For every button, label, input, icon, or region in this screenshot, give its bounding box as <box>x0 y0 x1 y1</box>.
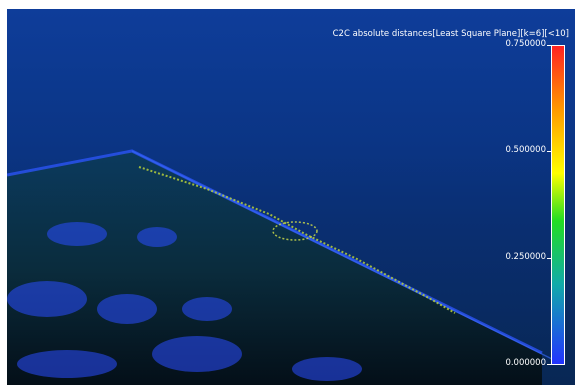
scale-tick-3 <box>547 364 551 365</box>
scale-tick-1 <box>547 151 551 152</box>
scale-tick-0 <box>547 45 551 46</box>
scale-label-0250: 0.250000 <box>505 252 546 262</box>
scalar-field-title: C2C absolute distances[Least Square Plan… <box>332 29 569 39</box>
color-scale-bar <box>551 45 565 365</box>
floor-region <box>7 151 542 385</box>
edge-ridge-outer <box>131 150 553 360</box>
scale-label-0500: 0.500000 <box>505 145 546 155</box>
deviation-cluster <box>272 221 318 241</box>
deviation-strip <box>138 166 456 314</box>
scale-tick-2 <box>547 258 551 259</box>
point-cloud-view[interactable] <box>7 9 575 385</box>
scale-label-max: 0.750000 <box>505 39 546 49</box>
3d-viewport[interactable]: C2C absolute distances[Least Square Plan… <box>7 9 575 385</box>
noise-clusters <box>7 222 362 381</box>
scale-label-min: 0.000000 <box>505 358 546 368</box>
